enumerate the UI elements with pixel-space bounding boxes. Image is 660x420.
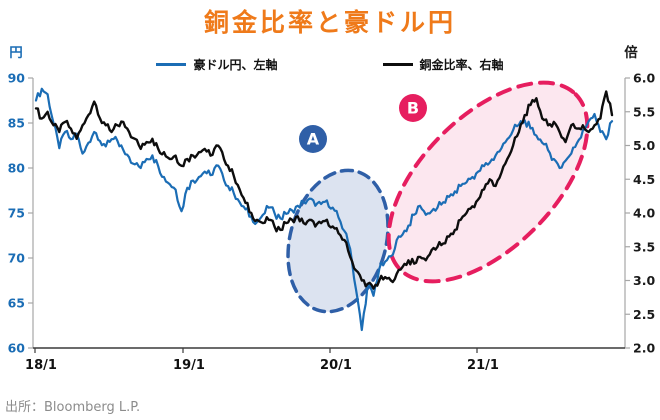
legend-item-copper-gold: 銅金比率、右軸: [382, 56, 504, 73]
annotation-badge-b: [399, 94, 427, 122]
annotation-badge-a: [299, 125, 327, 153]
source-text: 出所：Bloomberg L.P.: [5, 400, 141, 415]
left-axis-tick-label: 65: [8, 296, 25, 311]
left-axis-tick-label: 80: [8, 161, 26, 176]
legend-item-audjpy: 豪ドル円、左軸: [156, 56, 278, 73]
page-title: 銅金比率と豪ドル円: [203, 8, 456, 37]
left-axis-tick-label: 75: [8, 206, 25, 221]
legend-label-copper-gold: 銅金比率、右軸: [419, 58, 504, 72]
right-axis-tick-label: 6.0: [633, 71, 655, 86]
x-axis-tick-label: 19/1: [173, 358, 205, 373]
right-axis-tick-label: 4.0: [633, 206, 655, 221]
right-axis-tick-label: 4.5: [633, 172, 655, 187]
annotation-ellipse-a: [286, 168, 390, 314]
right-axis-tick-label: 5.5: [633, 104, 655, 119]
right-axis-tick-label: 2.5: [633, 307, 655, 322]
annotation-badge-label-b: B: [407, 99, 419, 118]
right-axis-unit-label: 倍: [624, 44, 638, 61]
legend: 豪ドル円、左軸 銅金比率、右軸: [0, 56, 660, 73]
x-axis-tick-label: 18/1: [25, 358, 57, 373]
x-axis-tick-label: 21/1: [467, 358, 499, 373]
x-axis-tick-label: 20/1: [320, 358, 352, 373]
left-axis-tick-label: 85: [8, 116, 25, 131]
left-axis-tick-label: 70: [8, 251, 26, 266]
left-axis-tick-label: 60: [8, 341, 26, 356]
right-axis-tick-label: 2.0: [633, 341, 655, 356]
left-axis-unit-label: 円: [9, 45, 23, 61]
legend-line-swatch-copper-gold: [382, 63, 413, 66]
series-line-copper-gold-ratio: [34, 90, 614, 290]
series-line-audjpy: [34, 87, 614, 332]
right-axis-tick-label: 3.5: [633, 239, 655, 254]
right-axis-tick-label: 3.0: [633, 273, 655, 288]
right-axis-tick-label: 5.0: [633, 138, 655, 153]
legend-label-audjpy: 豪ドル円、左軸: [193, 58, 278, 72]
legend-line-swatch-audjpy: [156, 63, 187, 66]
annotation-badge-label-a: A: [307, 130, 320, 149]
left-axis-tick-label: 90: [8, 71, 26, 86]
